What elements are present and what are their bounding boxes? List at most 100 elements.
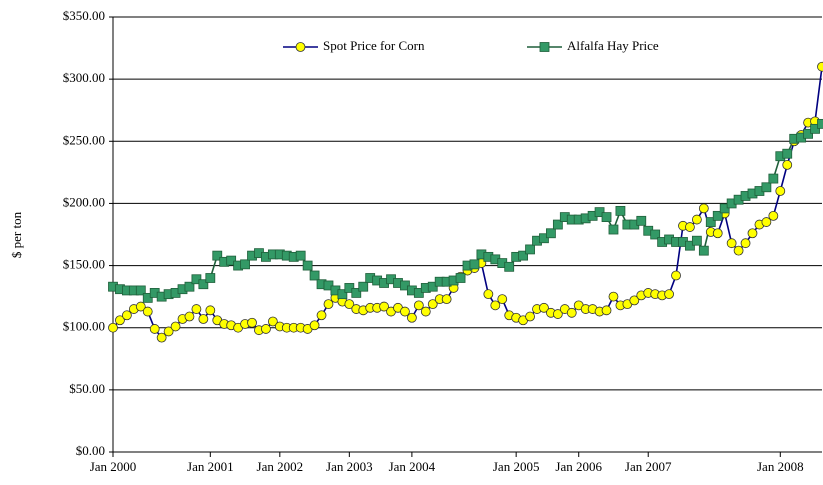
data-point (198, 279, 209, 290)
data-point (344, 283, 355, 293)
data-point (504, 261, 515, 272)
y-tick-label: $300.00 (63, 70, 105, 85)
data-point (719, 203, 730, 214)
data-point (191, 304, 202, 314)
data-point (261, 324, 271, 334)
data-point (302, 260, 313, 271)
y-tick-label: $250.00 (63, 132, 105, 147)
data-point (685, 240, 695, 251)
data-point (636, 215, 647, 226)
data-point (566, 307, 577, 318)
series-line (112, 66, 823, 339)
data-point (698, 203, 709, 214)
data-point (490, 300, 501, 311)
data-point (135, 301, 146, 312)
data-point (247, 317, 257, 328)
data-point (163, 326, 174, 337)
data-point (142, 306, 153, 317)
x-tick-label: Jan 2004 (389, 459, 436, 474)
data-point (775, 186, 786, 196)
data-point (601, 212, 612, 223)
data-point (240, 259, 250, 270)
data-point (671, 270, 681, 281)
y-tick-label: $150.00 (63, 257, 105, 272)
data-point (205, 273, 216, 283)
data-point (525, 311, 535, 322)
data-point (351, 288, 362, 298)
legend-label: Alfalfa Hay Price (567, 38, 659, 53)
data-point (629, 295, 640, 306)
data-point (782, 148, 793, 159)
x-tick-label: Jan 2006 (555, 459, 602, 474)
x-tick-label: Jan 2001 (187, 459, 234, 474)
data-point (323, 299, 334, 310)
data-point (309, 270, 320, 281)
data-point (406, 312, 417, 323)
data-point (546, 228, 556, 239)
x-tick-label: Jan 2002 (257, 459, 304, 474)
x-tick-label: Jan 2000 (90, 459, 137, 474)
data-point (226, 255, 237, 266)
data-point (483, 289, 494, 300)
data-point (539, 302, 549, 313)
legend-label: Spot Price for Corn (323, 38, 425, 53)
x-tick-label: Jan 2008 (757, 459, 804, 474)
data-point (184, 311, 195, 322)
data-point (705, 217, 716, 227)
data-point (740, 238, 751, 249)
data-point (400, 280, 410, 291)
data-point (337, 289, 348, 300)
data-point (497, 294, 508, 305)
data-point (149, 324, 160, 334)
data-point (615, 205, 626, 216)
data-point (761, 217, 772, 227)
y-tick-label: $50.00 (69, 381, 105, 396)
data-point (601, 305, 612, 316)
data-point (212, 250, 223, 261)
data-point (650, 229, 661, 240)
x-tick-label: Jan 2003 (326, 459, 373, 474)
data-point (664, 289, 674, 300)
data-point (691, 235, 702, 246)
y-tick-label: $100.00 (63, 319, 105, 334)
data-point (768, 173, 779, 184)
data-point (768, 210, 779, 221)
data-point (413, 300, 424, 311)
data-point (518, 250, 529, 261)
data-point (323, 280, 334, 291)
data-point (198, 314, 209, 324)
y-axis-title: $ per ton (9, 211, 24, 258)
data-point (594, 207, 605, 218)
y-tick-label: $350.00 (63, 8, 105, 23)
data-point (205, 305, 216, 316)
legend-marker (295, 42, 306, 52)
data-point (358, 281, 369, 292)
data-point (142, 292, 153, 303)
x-tick-label: Jan 2007 (625, 459, 672, 474)
data-point (309, 320, 320, 331)
data-point (810, 123, 820, 134)
data-point (379, 301, 389, 312)
data-point (122, 310, 132, 321)
data-point (608, 291, 619, 302)
data-point (552, 309, 563, 319)
data-point (691, 214, 702, 225)
data-point (191, 274, 202, 285)
data-point (267, 316, 278, 327)
data-point (344, 299, 355, 310)
data-point (552, 219, 563, 230)
data-point (726, 238, 737, 249)
data-point (455, 273, 466, 283)
data-point (803, 128, 813, 139)
data-point (184, 281, 195, 292)
data-point (712, 228, 723, 239)
data-point (156, 332, 167, 343)
data-point (400, 306, 410, 317)
data-point (782, 159, 793, 170)
data-point (427, 281, 438, 292)
data-point (525, 244, 535, 255)
data-point (295, 250, 306, 261)
data-point (712, 210, 723, 221)
y-tick-label: $200.00 (63, 194, 105, 209)
